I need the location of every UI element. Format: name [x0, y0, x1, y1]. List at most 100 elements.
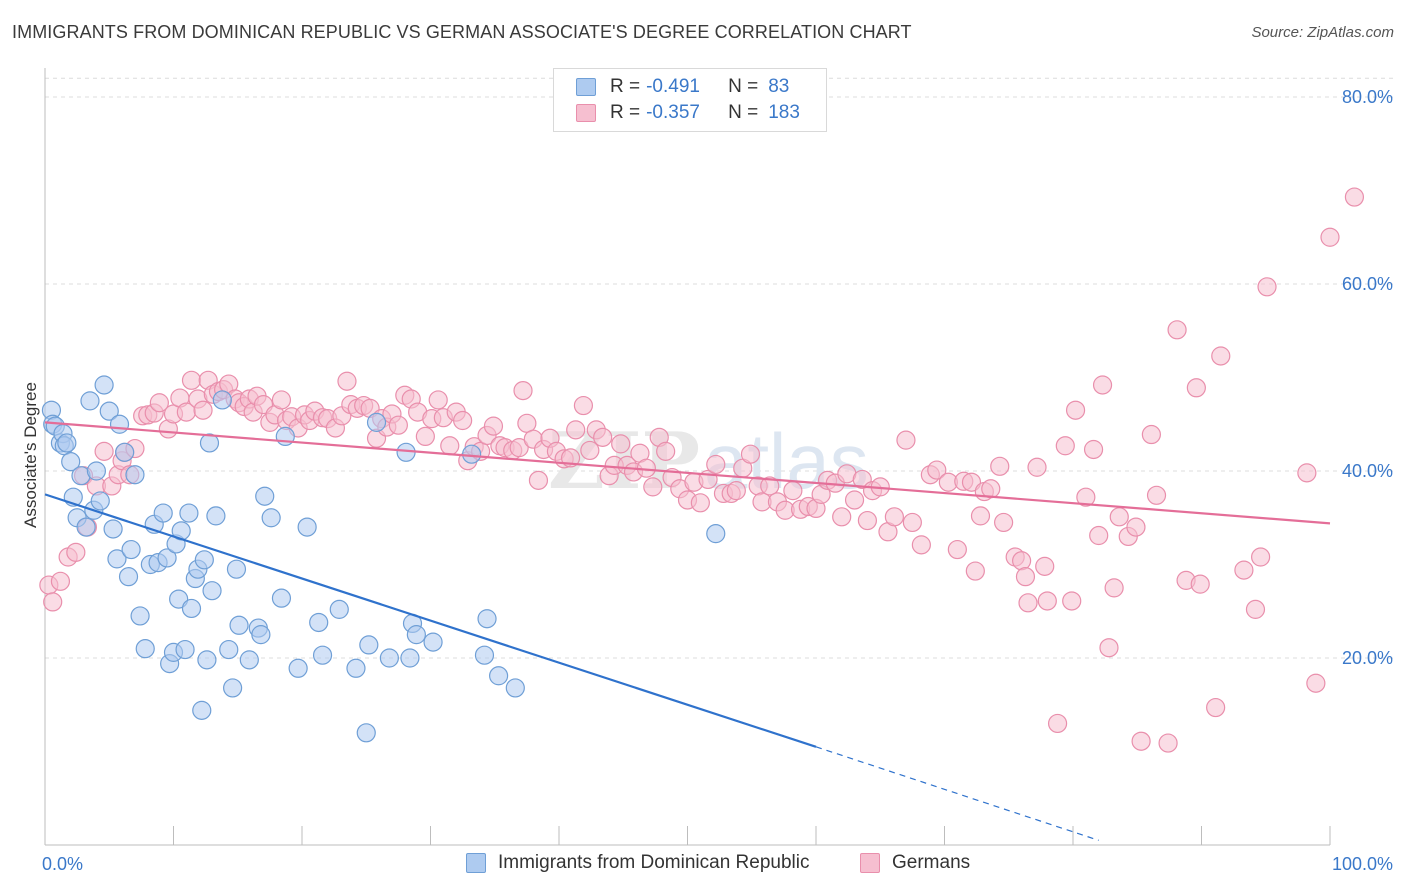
data-point: [593, 427, 613, 447]
data-point: [961, 472, 982, 492]
legend-item-dominican[interactable]: Immigrants from Dominican Republic: [466, 852, 810, 874]
data-point: [1344, 187, 1365, 207]
n-value: 83: [768, 76, 790, 97]
data-point: [80, 391, 100, 411]
y-tick-label: 20.0%: [1342, 648, 1393, 668]
data-point: [706, 454, 726, 475]
data-point: [288, 658, 308, 678]
data-point: [175, 639, 195, 660]
data-point: [1131, 731, 1151, 751]
legend-row-dominican: R = -0.491 N = 83: [576, 74, 789, 100]
data-point: [656, 441, 676, 461]
data-point: [1206, 697, 1226, 718]
data-point: [1055, 436, 1075, 456]
data-point: [1245, 599, 1266, 619]
data-point: [1015, 567, 1036, 587]
data-point: [1035, 556, 1055, 576]
data-point: [135, 639, 155, 659]
trend-lines: [44, 421, 1331, 841]
legend-item-germans[interactable]: Germans: [860, 852, 970, 874]
data-point: [1306, 673, 1326, 693]
data-point: [489, 666, 509, 686]
n-label: N =: [728, 76, 759, 97]
data-point: [965, 561, 985, 581]
trend-line-dominican-extension: [815, 746, 1099, 841]
data-point: [379, 648, 399, 668]
data-point: [911, 535, 931, 555]
data-point: [1065, 400, 1086, 420]
y-tick-label: 80.0%: [1342, 87, 1393, 107]
gridlines: [45, 77, 1393, 659]
data-point: [229, 615, 249, 635]
r-label: R =: [610, 76, 641, 97]
data-point: [219, 639, 239, 660]
data-point: [566, 420, 586, 440]
data-point: [1251, 547, 1271, 567]
data-point: [440, 436, 460, 456]
x-tick-labels: 0.0% 100.0%: [42, 854, 1393, 874]
data-point: [844, 490, 865, 510]
data-point: [94, 441, 114, 461]
n-label: N =: [728, 102, 759, 123]
data-point: [271, 588, 292, 608]
data-point: [990, 456, 1010, 476]
data-point: [1257, 277, 1277, 297]
legend-swatch-pink: [576, 104, 596, 122]
data-point: [118, 567, 139, 587]
legend-label-dominican: Immigrants from Dominican Republic: [498, 852, 810, 873]
legend-swatch-blue: [466, 853, 486, 873]
data-point: [462, 444, 482, 464]
data-point: [43, 592, 63, 612]
data-point: [428, 390, 448, 410]
data-point: [477, 609, 497, 629]
y-tick-label: 40.0%: [1342, 461, 1393, 481]
x-tick-label-min: 0.0%: [42, 854, 83, 874]
r-label: R =: [610, 102, 641, 123]
data-point: [643, 477, 663, 497]
x-tick-label-max: 100.0%: [1332, 854, 1393, 874]
data-point: [181, 370, 202, 390]
source-label: Source: ZipAtlas.com: [1251, 24, 1394, 41]
data-point: [505, 678, 525, 698]
data-point: [1297, 463, 1317, 483]
data-point: [783, 481, 803, 501]
data-point: [261, 508, 281, 528]
data-point: [169, 589, 189, 609]
data-point: [103, 519, 123, 539]
data-point: [50, 571, 71, 591]
data-point: [212, 390, 232, 410]
data-point: [947, 539, 967, 560]
data-point: [223, 678, 243, 698]
data-point: [1062, 591, 1082, 611]
data-point: [832, 507, 852, 527]
axes: [44, 68, 1331, 846]
data-point: [1089, 525, 1109, 546]
legend-label-germans: Germans: [892, 852, 971, 873]
data-point: [109, 414, 130, 434]
data-point: [706, 524, 726, 544]
data-point: [194, 550, 214, 570]
data-point: [66, 542, 86, 562]
data-point: [356, 723, 376, 743]
data-point: [573, 395, 594, 416]
data-point: [453, 410, 473, 431]
data-point: [388, 415, 408, 435]
data-point: [312, 645, 333, 665]
data-point: [199, 433, 220, 453]
data-point: [359, 635, 379, 655]
data-point: [121, 539, 141, 560]
data-point: [1211, 346, 1231, 366]
data-point: [57, 433, 77, 453]
data-point: [1109, 507, 1129, 527]
data-point: [76, 517, 96, 537]
data-point: [528, 470, 549, 490]
data-point: [99, 401, 119, 421]
data-point: [1047, 713, 1068, 734]
y-tick-labels: 20.0% 40.0% 60.0% 80.0%: [1342, 87, 1393, 668]
data-point: [513, 380, 533, 401]
legend-swatch-blue: [576, 78, 596, 96]
trend-line-germans: [44, 421, 1331, 525]
data-point: [192, 700, 212, 720]
data-point: [149, 393, 169, 413]
data-point: [857, 510, 878, 531]
